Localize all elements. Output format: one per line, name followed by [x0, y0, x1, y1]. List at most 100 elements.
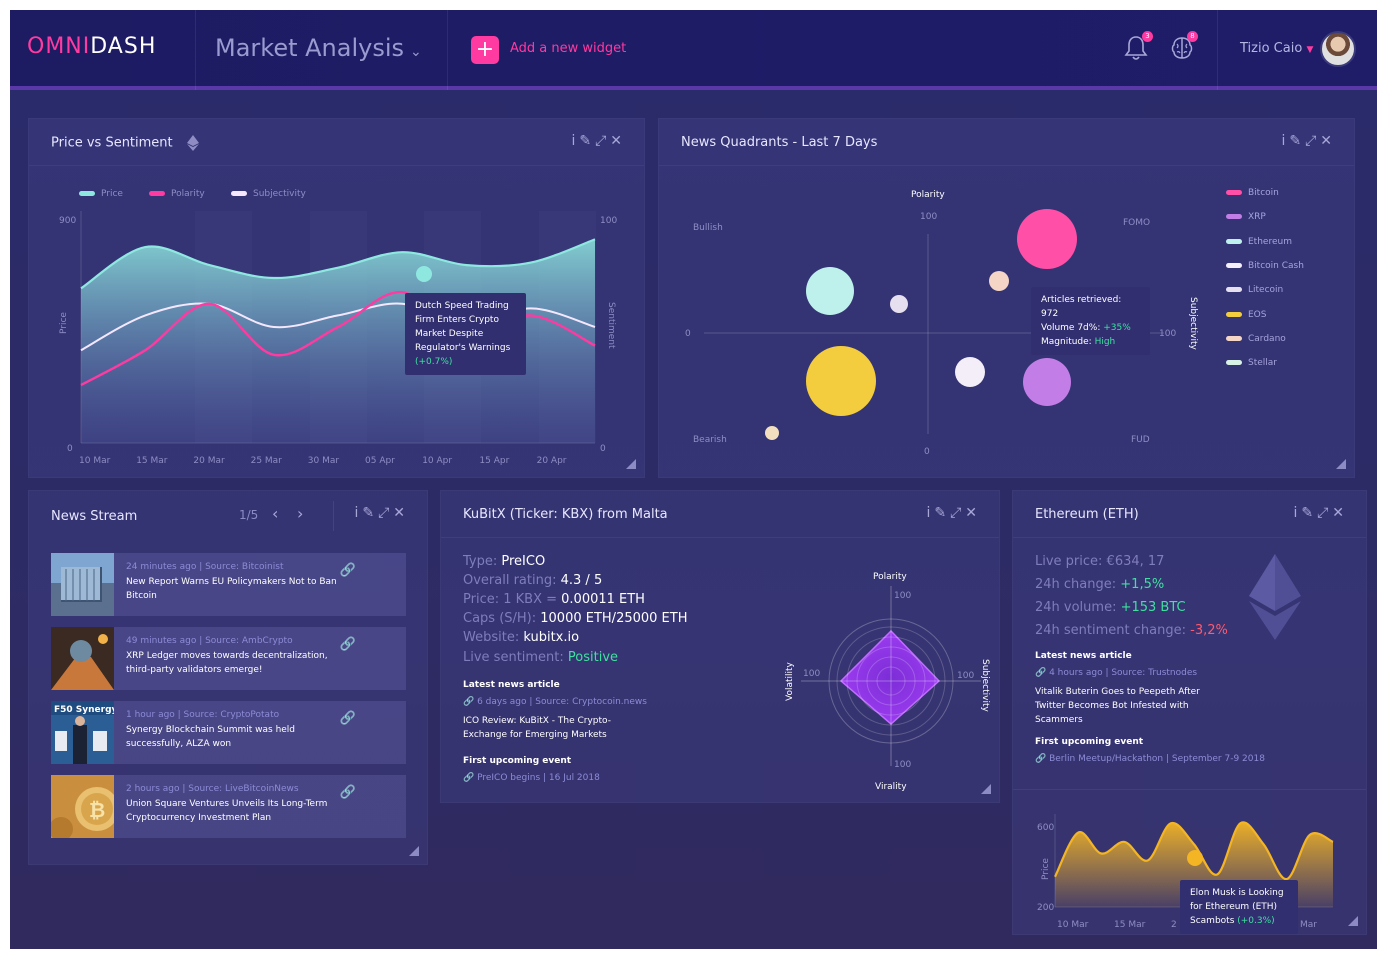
x-tick-label: 100	[1159, 329, 1176, 339]
edit-icon[interactable]: ✎	[1301, 505, 1318, 521]
article-title[interactable]: ICO Review: KuBitX - The Crypto-Exchange…	[463, 716, 611, 740]
logo[interactable]: OMNIDASH	[27, 34, 157, 59]
close-icon[interactable]: ✕	[393, 505, 409, 521]
insights-badge: 8	[1187, 31, 1198, 42]
info-icon[interactable]: i	[926, 505, 935, 521]
price-line	[80, 238, 596, 290]
link-icon[interactable]: 🔗	[339, 785, 356, 800]
website-link[interactable]: kubitx.io	[523, 630, 580, 645]
radar-tick: 100	[957, 671, 974, 681]
news-headline: Union Square Ventures Unveils Its Long-T…	[126, 799, 328, 823]
expand-icon[interactable]: ⤢	[1317, 505, 1333, 521]
bubble-ethereum	[806, 267, 854, 315]
selected-point	[1187, 850, 1203, 866]
x-tick-label: 10 Apr	[422, 456, 452, 466]
legend-item[interactable]: Bitcoin Cash	[1226, 261, 1304, 271]
section-title: Latest news article	[1035, 651, 1132, 661]
radar-axis-subjectivity: Subjectivity	[980, 659, 990, 713]
legend-item[interactable]: Cardano	[1226, 334, 1286, 344]
news-meta: 2 hours ago | Source: LiveBitcoinNews	[126, 784, 299, 794]
widget-title: News Quadrants - Last 7 Days	[681, 135, 878, 150]
pager-count: 1/5	[239, 508, 259, 522]
legend-item[interactable]: EOS	[1226, 310, 1266, 320]
news-item[interactable]: 49 minutes ago | Source: AmbCrypto XRP L…	[51, 627, 406, 690]
info-icon[interactable]: i	[354, 505, 363, 521]
dashboard-selector[interactable]: Market Analysis ⌄	[215, 34, 422, 62]
article-meta[interactable]: 🔗 4 hours ago | Source: Trustnodes	[1035, 668, 1198, 678]
legend-item[interactable]: XRP	[1226, 212, 1266, 222]
user-name: Tizio Caio	[1240, 41, 1303, 56]
next-page-button[interactable]: ›	[297, 504, 304, 523]
widget-title: Price vs Sentiment	[51, 135, 199, 151]
link-icon: 🔗	[463, 697, 475, 707]
info-icon[interactable]: i	[571, 133, 580, 149]
legend-item[interactable]: Litecoin	[1226, 285, 1283, 295]
link-icon: 🔗	[1035, 668, 1047, 678]
previous-page-button[interactable]: ‹	[272, 504, 279, 523]
dashboard-app: OMNIDASH Market Analysis ⌄ + Add a new wi…	[10, 10, 1377, 949]
add-widget-button[interactable]: +	[471, 36, 499, 64]
close-icon[interactable]: ✕	[1320, 133, 1336, 149]
ico-rating: Overall rating: 4.3 / 5	[463, 573, 603, 588]
resize-handle[interactable]	[409, 846, 419, 856]
link-icon[interactable]: 🔗	[339, 563, 356, 578]
event-link[interactable]: 🔗 Berlin Meetup/Hackathon | September 7-…	[1035, 754, 1265, 764]
news-meta: 1 hour ago | Source: CryptoPotato	[126, 710, 280, 720]
article-title[interactable]: Vitalik Buterin Goes to Peepeth After Tw…	[1035, 687, 1200, 725]
expand-icon[interactable]: ⤢	[950, 505, 966, 521]
close-icon[interactable]: ✕	[610, 133, 626, 149]
edit-icon[interactable]: ✎	[1289, 133, 1306, 149]
x-tick-label: 20 Apr	[537, 456, 567, 466]
x-tick-label: 0	[685, 329, 691, 339]
radar-tick: 100	[894, 760, 911, 770]
edit-icon[interactable]: ✎	[934, 505, 951, 521]
brain-icon	[1171, 37, 1193, 59]
chevron-down-icon: ▼	[1306, 45, 1314, 55]
price-area	[81, 239, 595, 443]
legend-item[interactable]: Stellar	[1226, 358, 1277, 368]
y-axis-label: Polarity	[911, 190, 945, 200]
news-thumbnail	[51, 553, 114, 616]
legend-item[interactable]: Ethereum	[1226, 237, 1292, 247]
info-icon[interactable]: i	[1281, 133, 1290, 149]
news-stream-widget: News Stream 1/5 ‹ › i✎⤢✕ 24 minutes ago …	[28, 490, 428, 865]
edit-icon[interactable]: ✎	[362, 505, 379, 521]
info-icon[interactable]: i	[1293, 505, 1302, 521]
expand-icon[interactable]: ⤢	[378, 505, 394, 521]
close-icon[interactable]: ✕	[965, 505, 981, 521]
link-icon[interactable]: 🔗	[339, 711, 356, 726]
add-widget-label[interactable]: Add a new widget	[510, 41, 627, 56]
insights-button[interactable]: 8	[1168, 31, 1198, 64]
link-icon[interactable]: 🔗	[339, 637, 356, 652]
news-item[interactable]: ₿ 2 hours ago | Source: LiveBitcoinNews …	[51, 775, 406, 838]
news-item[interactable]: 24 minutes ago | Source: Bitcoinist New …	[51, 553, 406, 616]
resize-handle[interactable]	[1348, 916, 1358, 926]
quadrant-bullish: Bullish	[693, 223, 723, 233]
svg-text:₿: ₿	[89, 798, 105, 822]
divider	[441, 537, 999, 538]
expand-icon[interactable]: ⤢	[1305, 133, 1321, 149]
news-quadrants-widget: News Quadrants - Last 7 Days i✎⤢✕ Polari…	[658, 118, 1355, 478]
section-title: First upcoming event	[1035, 737, 1144, 747]
event-link[interactable]: 🔗 PreICO begins | 16 Jul 2018	[463, 773, 600, 783]
news-item[interactable]: F50 Synergy Bl 1 hour ago | Source: Cryp…	[51, 701, 406, 764]
eth-24h-change: 24h change: +1,5%	[1035, 577, 1165, 592]
resize-handle[interactable]	[626, 459, 636, 469]
resize-handle[interactable]	[981, 784, 991, 794]
edit-icon[interactable]: ✎	[579, 133, 596, 149]
article-meta[interactable]: 🔗 6 days ago | Source: Cryptocoin.news	[463, 697, 647, 707]
y-right-tick-label: 0	[600, 444, 606, 454]
expand-icon[interactable]: ⤢	[595, 133, 611, 149]
user-menu[interactable]: Tizio Caio ▼	[1240, 41, 1313, 56]
close-icon[interactable]: ✕	[1332, 505, 1348, 521]
legend-item[interactable]: Bitcoin	[1226, 188, 1279, 198]
chart-tooltip: Elon Musk is Looking for Ethereum (ETH) …	[1180, 880, 1298, 934]
resize-handle[interactable]	[1336, 459, 1346, 469]
notifications-button[interactable]: 3	[1123, 31, 1153, 64]
divider	[29, 165, 644, 166]
ethereum-widget: Ethereum (ETH) i✎⤢✕ Live price: €634, 17…	[1012, 490, 1367, 935]
quadrant-bearish: Bearish	[693, 435, 727, 445]
avatar[interactable]	[1320, 31, 1356, 67]
divider	[333, 501, 334, 531]
ico-website: Website: kubitx.io	[463, 630, 580, 645]
